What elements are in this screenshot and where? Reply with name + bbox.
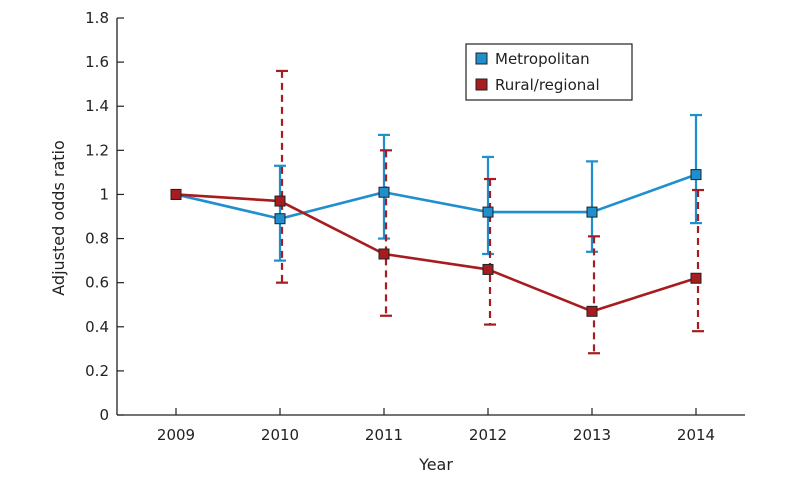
y-axis-title: Adjusted odds ratio (49, 140, 68, 296)
data-point-metropolitan (690, 169, 702, 181)
series-line-metropolitan (175, 173, 697, 221)
data-point-rural-regional (586, 305, 598, 317)
y-tick-label: 1.2 (85, 141, 109, 159)
legend-label-rural-regional: Rural/regional (495, 76, 600, 94)
y-tick-label: 1.8 (85, 9, 109, 27)
x-axis-title: Year (418, 455, 453, 474)
x-tick-label: 2012 (469, 426, 507, 444)
data-point-rural-regional (274, 195, 286, 207)
axes: 0 0.2 0.4 0.6 0.8 1 1.2 1.4 1.6 1.8 2009 2010 2011 20… (85, 9, 745, 444)
data-point-rural-regional (482, 263, 494, 275)
x-tick-label: 2009 (157, 426, 195, 444)
y-tick-label: 1 (99, 185, 109, 203)
legend-box (465, 43, 633, 101)
x-tick-label: 2014 (677, 426, 715, 444)
y-tick-label: 0.8 (85, 230, 109, 248)
legend-swatch-rural-regional (475, 78, 488, 91)
y-tick-label: 1.4 (85, 97, 109, 115)
error-bars (274, 69, 704, 355)
x-tick-label: 2010 (261, 426, 299, 444)
y-tick-label: 0.2 (85, 362, 109, 380)
data-points (170, 169, 702, 317)
legend-label-metropolitan: Metropolitan (495, 50, 590, 68)
data-point-rural-regional (170, 188, 182, 200)
x-tick-label: 2013 (573, 426, 611, 444)
y-tick-label: 0.4 (85, 318, 109, 336)
series-lines (175, 173, 697, 313)
legend: Metropolitan Rural/regional (465, 43, 633, 101)
data-point-rural-regional (378, 248, 390, 260)
data-point-metropolitan (482, 206, 494, 218)
y-tick-label: 0 (99, 406, 109, 424)
data-point-metropolitan (274, 213, 286, 225)
data-point-metropolitan (586, 206, 598, 218)
series-line-rural-regional (175, 193, 697, 313)
y-tick-label: 0.6 (85, 274, 109, 292)
y-tick-label: 1.6 (85, 53, 109, 71)
x-tick-label: 2011 (365, 426, 403, 444)
legend-swatch-metropolitan (475, 52, 488, 65)
data-point-metropolitan (378, 186, 390, 198)
data-point-rural-regional (690, 272, 702, 284)
